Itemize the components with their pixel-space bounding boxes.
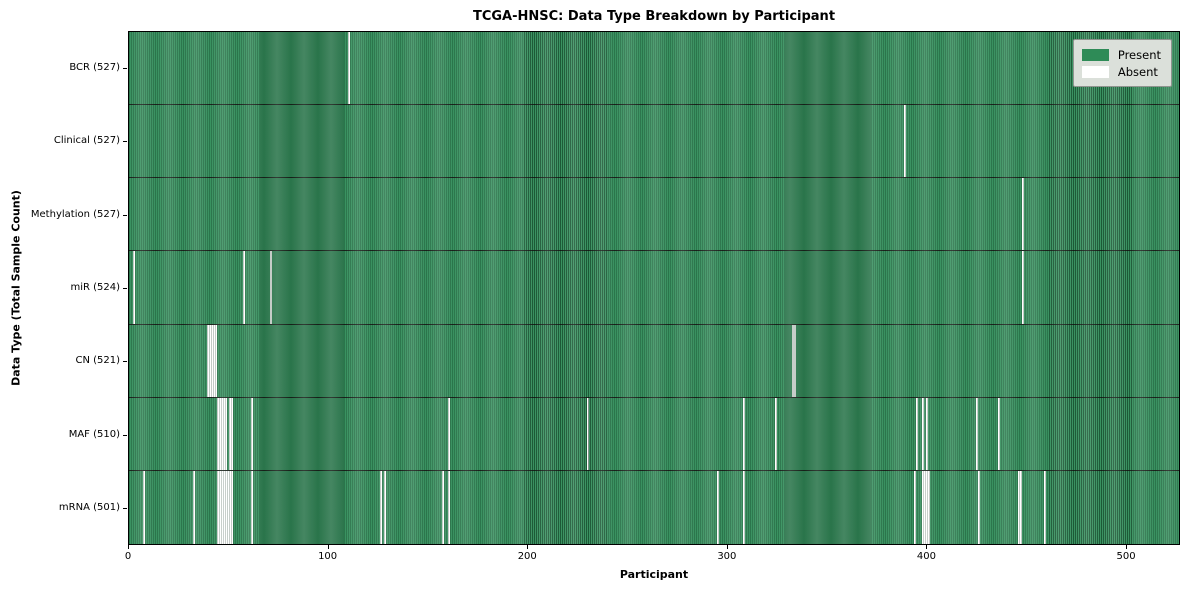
heatmap-row-maf <box>129 397 1179 471</box>
x-tick-mark <box>128 545 129 549</box>
x-tick-label-500: 500 <box>1116 551 1136 562</box>
absent-stripe <box>914 470 916 544</box>
y-tick-label-cn: CN (521) <box>75 355 120 367</box>
absent-stripe <box>447 470 450 544</box>
x-tick-mark <box>926 545 927 549</box>
heatmap-row-bcr <box>129 32 1179 106</box>
heatmap-row-methylation <box>129 178 1179 252</box>
y-tick-mark <box>123 435 127 436</box>
y-tick-mark <box>123 141 127 142</box>
absent-stripe <box>250 470 253 544</box>
absent-stripe <box>250 397 253 470</box>
absent-stripe <box>925 397 928 470</box>
y-tick-label-bcr: BCR (527) <box>69 61 120 73</box>
legend-present-label: Present <box>1117 47 1161 62</box>
absent-stripe <box>348 32 351 105</box>
heatmap-row-mrna <box>129 470 1179 544</box>
y-tick-label-maf: MAF (510) <box>68 428 120 440</box>
absent-stripe <box>1021 251 1024 324</box>
x-axis-label: Participant <box>619 568 689 581</box>
chart-title: TCGA-HNSC: Data Type Breakdown by Partic… <box>472 9 836 24</box>
heatmap-row-clinical <box>129 105 1179 179</box>
absent-stripe <box>774 397 777 470</box>
x-tick-label-200: 200 <box>517 551 537 562</box>
absent-stripe <box>975 397 978 470</box>
absent-stripe <box>132 251 135 324</box>
x-tick-label-300: 300 <box>717 551 737 562</box>
heatmap-row-cn <box>129 324 1179 398</box>
absent-stripe <box>1019 470 1022 544</box>
absent-stripe <box>142 470 145 544</box>
absent-stripe <box>230 397 233 470</box>
y-tick-mark <box>123 508 127 509</box>
x-tick-mark <box>328 545 329 549</box>
y-tick-mark <box>123 68 127 69</box>
x-tick-mark <box>1126 545 1127 549</box>
absent-stripe <box>927 470 930 544</box>
legend-entry-present: Present <box>1081 46 1161 63</box>
absent-stripe <box>380 470 383 544</box>
absent-stripe <box>447 397 450 470</box>
absent-stripe <box>794 324 797 397</box>
y-tick-label-mir: miR (524) <box>70 282 120 293</box>
x-tick-mark <box>527 545 528 549</box>
y-tick-mark <box>123 215 127 216</box>
absent-stripe <box>916 397 918 470</box>
legend-absent-label: Absent <box>1117 64 1158 79</box>
y-tick-mark <box>123 288 127 289</box>
absent-stripe <box>997 397 1000 470</box>
plot-area: Present Absent <box>128 31 1180 545</box>
y-tick-label-mrna: mRNA (501) <box>58 502 120 514</box>
y-tick-label-methylation: Methylation (527) <box>30 208 120 220</box>
absent-stripe <box>242 251 245 324</box>
absent-stripe <box>921 397 924 470</box>
absent-stripe <box>1043 470 1046 544</box>
absent-stripe <box>230 470 233 544</box>
legend-absent-swatch <box>1081 65 1109 78</box>
absent-stripe <box>270 251 273 324</box>
absent-stripe <box>977 470 980 544</box>
x-tick-label-400: 400 <box>916 551 937 562</box>
absent-stripe <box>742 397 745 470</box>
absent-stripe <box>192 470 195 544</box>
absent-stripe <box>441 470 444 544</box>
absent-stripe <box>716 470 719 544</box>
legend-entry-absent: Absent <box>1081 63 1161 80</box>
legend-present-swatch <box>1081 48 1109 61</box>
absent-stripe <box>224 397 227 470</box>
x-tick-label-0: 0 <box>124 551 132 562</box>
absent-stripe <box>214 324 217 397</box>
x-tick-label-100: 100 <box>318 551 338 562</box>
absent-stripe <box>1021 178 1024 251</box>
absent-stripe <box>587 397 590 470</box>
y-tick-label-clinical: Clinical (527) <box>53 135 120 147</box>
heatmap-row-mir <box>129 251 1179 325</box>
legend: Present Absent <box>1072 39 1172 87</box>
absent-stripe <box>384 470 386 544</box>
x-tick-mark <box>727 545 728 549</box>
y-tick-mark <box>123 361 127 362</box>
absent-stripe <box>742 470 745 544</box>
absent-stripe <box>904 105 907 178</box>
